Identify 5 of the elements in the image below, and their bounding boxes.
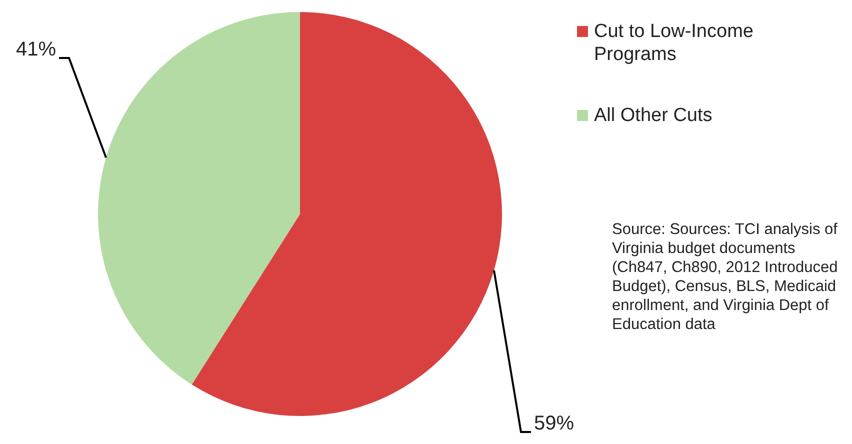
source-note: Source: Sources: TCI analysis of Virginia budget documents (Ch847, Ch890, 2012 Introduced Budget), Census, BLS, Medicaid enrollment, and Virginia Dept of Education data: [612, 220, 839, 334]
data-label: 41%: [16, 38, 56, 61]
legend-label: All Other Cuts: [594, 104, 712, 127]
legend-label: Cut to Low-Income Programs: [594, 20, 754, 66]
data-label: 59%: [534, 412, 574, 435]
